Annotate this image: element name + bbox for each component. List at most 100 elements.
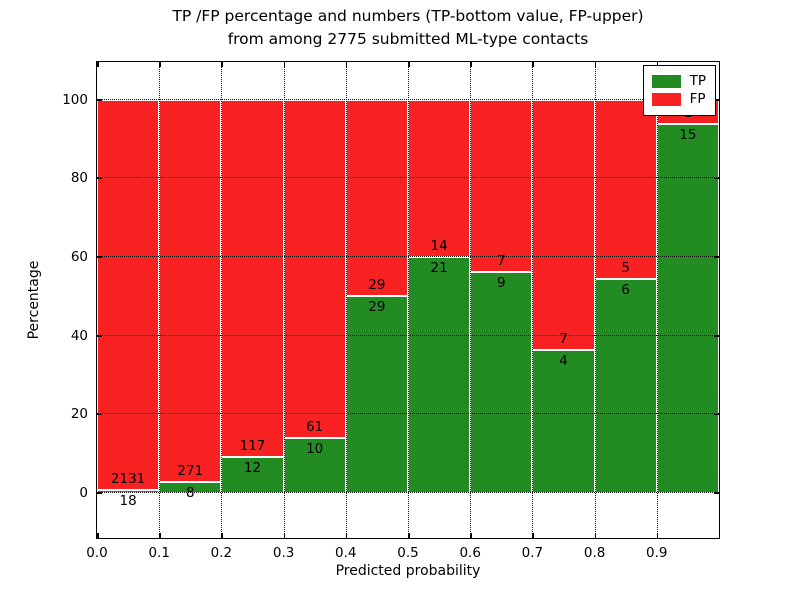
bar-count-tp: 8: [186, 484, 195, 501]
bar-count-fp: 271: [177, 462, 204, 479]
x-tick: [470, 62, 472, 67]
x-tick: [408, 533, 410, 538]
legend-swatch-fp-icon: [651, 93, 681, 106]
bar-count-tp: 15: [679, 127, 697, 144]
bar-count-tp: 12: [243, 459, 262, 476]
bar-segment-fp: [532, 99, 595, 351]
bar-count-fp: 7: [559, 331, 568, 348]
bar-count-fp: 29: [368, 277, 386, 294]
bar-segment-tp: [594, 278, 657, 494]
bar-count-fp: 117: [239, 437, 266, 454]
v-gridline: [283, 62, 285, 538]
x-tick: [97, 62, 99, 67]
x-tick: [656, 533, 659, 538]
bar-count-fp: 5: [621, 259, 630, 276]
y-axis-label: Percentage: [26, 260, 42, 340]
bar-count-tp: 6: [621, 281, 630, 298]
x-tick: [532, 62, 534, 67]
bar-segment-fp: [345, 99, 408, 297]
x-tick-label: 0.4: [335, 545, 357, 561]
bar-segment-tp: [345, 296, 408, 494]
y-tick-label: 80: [70, 170, 88, 187]
x-tick: [345, 62, 348, 67]
y-tick: [97, 492, 102, 494]
bar-count-tp: 18: [119, 492, 137, 509]
bar-segment-tp: [470, 271, 533, 494]
x-tick-label: 0.2: [210, 545, 233, 561]
bar-segment-fp: [221, 99, 284, 457]
x-tick: [97, 533, 99, 538]
y-tick: [714, 256, 719, 258]
x-tick: [408, 62, 410, 67]
y-tick: [97, 177, 102, 180]
bar-count-tp: 29: [368, 299, 386, 316]
y-tick-label: 100: [62, 91, 88, 108]
v-gridline: [470, 62, 472, 538]
x-axis-label: Predicted probability: [335, 563, 481, 579]
y-tick: [714, 98, 719, 101]
bar-count-fp: 2131: [110, 470, 146, 487]
x-tick-label: 0.6: [459, 545, 481, 561]
y-tick: [714, 335, 719, 337]
bar-segment-fp: [97, 99, 160, 490]
x-tick: [594, 533, 597, 538]
x-tick-label: 0.5: [397, 545, 419, 561]
x-tick: [470, 533, 472, 538]
x-tick: [532, 533, 534, 538]
v-gridline: [532, 62, 534, 538]
bar-segment-fp: [159, 99, 222, 482]
plot-area: TP FP 0 20 40 60 80 100 0.0 0.1 0.2 0.3 0.4 0.5 0.6 0…: [62, 61, 720, 561]
bar-count-tp: 4: [559, 353, 568, 370]
y-tick-label: 60: [70, 249, 88, 266]
x-tick: [159, 62, 161, 67]
x-tick-label: 0.1: [148, 545, 170, 561]
bar-count-tp: 9: [497, 274, 506, 291]
x-tick: [159, 533, 161, 538]
y-tick-label: 20: [70, 406, 88, 423]
y-tick-label: 40: [70, 327, 88, 344]
x-tick: [345, 533, 348, 538]
bar-count-fp: 61: [306, 418, 324, 435]
bar-segment-tp: [532, 350, 595, 494]
y-tick: [97, 98, 102, 101]
x-tick: [656, 62, 659, 67]
legend-swatch-tp-icon: [651, 75, 681, 88]
chart-title: TP /FP percentage and numbers (TP-bottom…: [96, 5, 720, 51]
v-gridline: [221, 62, 223, 538]
x-tick: [283, 62, 286, 67]
bar-count-tp: 10: [306, 440, 324, 457]
bar-segment-fp: [408, 99, 471, 258]
x-tick: [221, 62, 223, 67]
v-gridline: [594, 62, 596, 538]
y-tick: [97, 256, 102, 258]
x-tick-label: 0.7: [521, 545, 544, 561]
legend-label-tp: TP: [689, 73, 706, 89]
y-tick: [714, 413, 719, 416]
y-tick: [97, 335, 102, 337]
bar-segment-fp: [594, 99, 657, 279]
bar-count-fp: 7: [497, 252, 506, 269]
legend: TP FP: [642, 65, 716, 116]
chart-title-line2: from among 2775 submitted ML-type contac…: [227, 30, 589, 48]
bar-segment-fp: [283, 99, 346, 438]
x-tick-label: 0.0: [86, 545, 108, 561]
y-tick: [714, 492, 719, 494]
chart-title-line1: TP /FP percentage and numbers (TP-bottom…: [172, 7, 644, 25]
bar-count-fp: 14: [430, 238, 448, 255]
legend-item-tp: TP: [651, 73, 706, 89]
bar-segment-tp: [283, 437, 346, 494]
v-gridline: [408, 62, 409, 538]
x-tick: [221, 533, 223, 538]
x-tick-label: 0.8: [583, 545, 606, 561]
bar-segment-fp: [470, 99, 533, 272]
v-gridline: [345, 62, 347, 538]
legend-label-fp: FP: [689, 91, 706, 107]
v-gridline: [159, 62, 161, 538]
x-tick: [594, 62, 597, 67]
y-tick: [714, 177, 719, 180]
x-tick-label: 0.9: [646, 545, 668, 561]
legend-item-fp: FP: [651, 91, 706, 107]
bar-segment-tp: [408, 257, 471, 494]
y-tick-label: 0: [79, 485, 88, 502]
